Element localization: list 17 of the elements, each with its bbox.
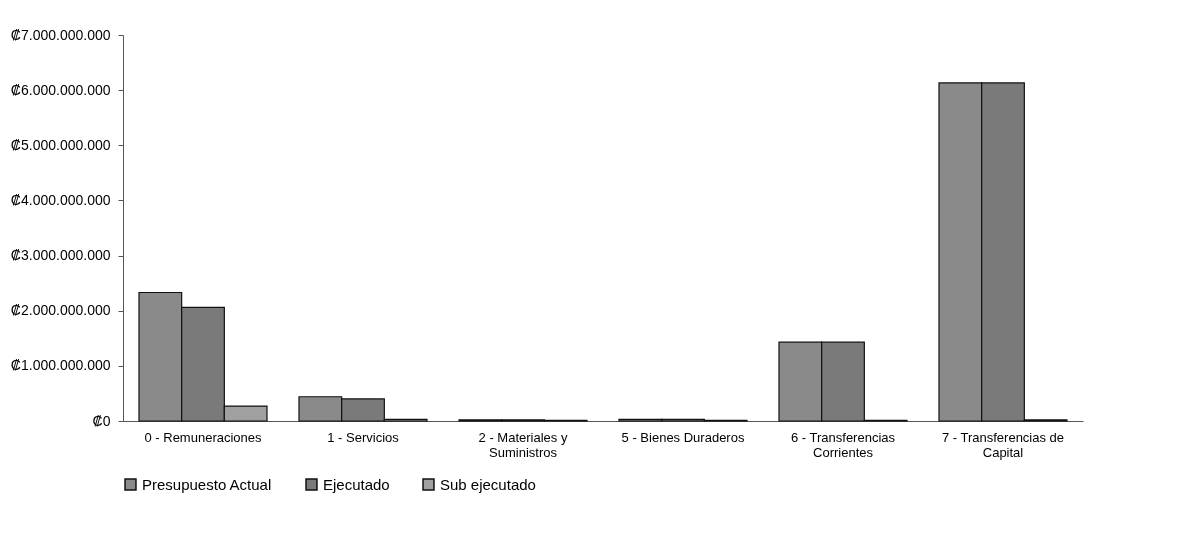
y-tick-label: ₡3.000.000.000 bbox=[10, 247, 111, 264]
legend-label: Ejecutado bbox=[323, 475, 390, 493]
y-tick-label: ₡6.000.000.000 bbox=[10, 81, 111, 98]
y-tick-label: ₡5.000.000.000 bbox=[10, 136, 111, 153]
y-tick-label: ₡0 bbox=[92, 412, 111, 429]
x-tick-label: 6 - Transferencias Corrientes bbox=[790, 429, 896, 460]
y-tick-label: ₡4.000.000.000 bbox=[10, 191, 111, 208]
x-tick-label: 1 - Servicios bbox=[327, 429, 400, 445]
y-tick-label: ₡2.000.000.000 bbox=[10, 302, 111, 319]
y-tick-label: ₡7.000.000.000 bbox=[10, 26, 111, 43]
x-tick-label: 5 - Bienes Duraderos bbox=[621, 429, 745, 445]
x-tick-label: 2 - Materiales y Suministros bbox=[478, 429, 568, 460]
x-tick-label: 7 - Transferencias de Capital bbox=[941, 429, 1065, 460]
legend-label: Presupuesto Actual bbox=[142, 475, 272, 493]
y-tick-label: ₡1.000.000.000 bbox=[10, 357, 111, 374]
legend-label: Sub ejecutado bbox=[440, 475, 536, 493]
x-tick-label: 0 - Remuneraciones bbox=[144, 429, 263, 445]
